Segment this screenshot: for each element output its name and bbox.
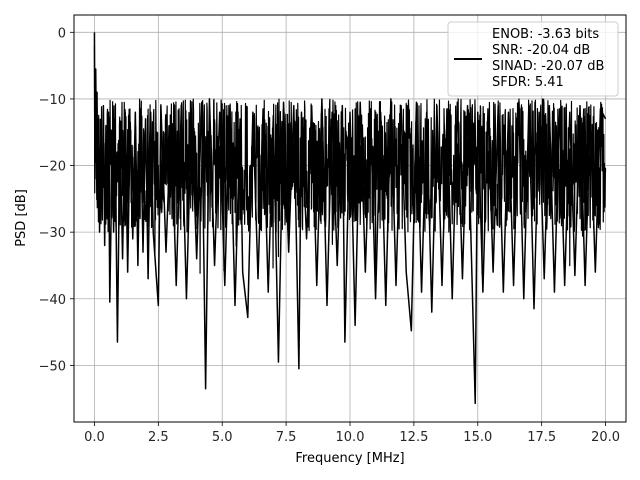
x-tick-label: 12.5 xyxy=(399,430,428,445)
x-tick-label: 17.5 xyxy=(527,430,556,445)
psd-series-line xyxy=(93,32,607,405)
y-tick-label: 0 xyxy=(58,26,66,41)
y-tick-label: −30 xyxy=(39,226,66,241)
legend-entry-sfdr: SFDR: 5.41 xyxy=(492,75,564,90)
y-tick-label: −20 xyxy=(39,160,66,175)
x-tick-label: 15.0 xyxy=(463,430,492,445)
x-ticks: 0.0 2.5 5.0 7.5 10.0 12.5 15.0 17.5 20.0 xyxy=(84,422,620,445)
x-tick-label: 10.0 xyxy=(336,430,365,445)
legend: ENOB: -3.63 bits SNR: -20.04 dB SINAD: -… xyxy=(447,21,619,97)
x-axis-label: Frequency [MHz] xyxy=(295,451,404,466)
y-tick-label: −10 xyxy=(39,93,66,108)
series-layer xyxy=(93,32,607,405)
x-tick-label: 2.5 xyxy=(148,430,169,445)
legend-entry-sinad: SINAD: -20.07 dB xyxy=(492,59,604,74)
x-tick-label: 5.0 xyxy=(212,430,233,445)
y-tick-label: −50 xyxy=(39,359,66,374)
y-tick-label: −40 xyxy=(39,293,66,308)
y-axis-label: PSD [dB] xyxy=(14,189,29,247)
x-tick-label: 20.0 xyxy=(591,430,620,445)
y-ticks: 0 −10 −20 −30 −40 −50 xyxy=(39,26,74,374)
x-tick-label: 7.5 xyxy=(276,430,297,445)
legend-entry-snr: SNR: -20.04 dB xyxy=(492,43,590,58)
legend-box xyxy=(447,21,619,97)
legend-entry-enob: ENOB: -3.63 bits xyxy=(492,27,599,42)
x-tick-label: 0.0 xyxy=(84,430,105,445)
